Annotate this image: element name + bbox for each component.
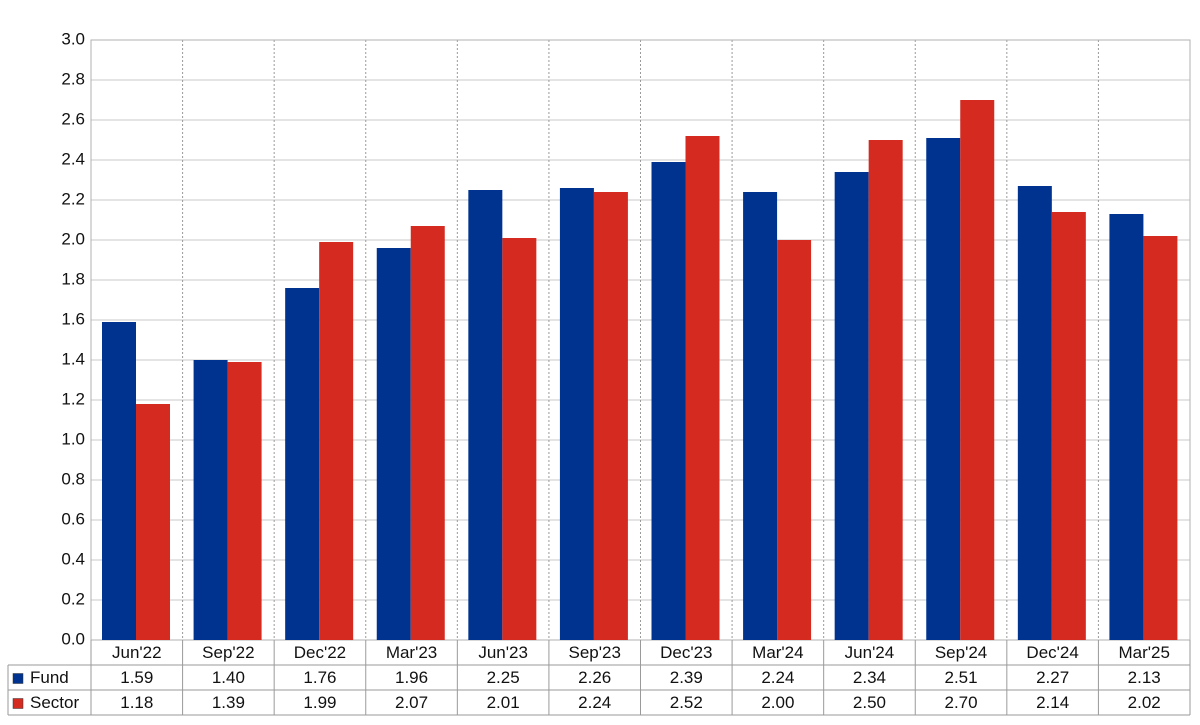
bar (502, 238, 537, 640)
table-value: 1.40 (212, 668, 245, 687)
y-tick-label: 0.0 (61, 629, 85, 648)
y-tick-label: 1.6 (61, 309, 85, 328)
bar (777, 240, 812, 640)
legend-label: Fund (30, 668, 69, 687)
bar (593, 192, 628, 640)
x-tick-label: Dec'24 (1026, 643, 1078, 662)
y-tick-label: 1.8 (61, 269, 85, 288)
bar (227, 362, 262, 640)
bar (319, 242, 354, 640)
bar (559, 188, 594, 640)
legend-swatch (12, 698, 24, 709)
bar (651, 162, 686, 640)
bar (926, 138, 961, 640)
table-value: 2.34 (853, 668, 886, 687)
bar (1017, 186, 1052, 640)
y-tick-label: 2.0 (61, 229, 85, 248)
table-value: 2.27 (1036, 668, 1069, 687)
bar (136, 404, 170, 640)
x-tick-label: Sep'23 (569, 643, 621, 662)
table-value: 1.96 (395, 668, 428, 687)
table-value: 2.07 (395, 693, 428, 712)
bar (193, 360, 228, 640)
table-value: 2.26 (578, 668, 611, 687)
bar (685, 136, 720, 640)
bar (1143, 236, 1178, 640)
table-value: 2.13 (1128, 668, 1161, 687)
table-value: 2.50 (853, 693, 886, 712)
x-tick-label: Jun'22 (112, 643, 162, 662)
y-tick-label: 0.8 (61, 469, 85, 488)
table-value: 2.00 (761, 693, 794, 712)
y-tick-label: 1.2 (61, 389, 85, 408)
bar (1109, 214, 1144, 640)
y-tick-label: 2.2 (61, 189, 85, 208)
table-value: 2.01 (487, 693, 520, 712)
x-tick-label: Mar'23 (386, 643, 437, 662)
y-tick-label: 2.6 (61, 109, 85, 128)
table-value: 1.39 (212, 693, 245, 712)
bar (960, 100, 995, 640)
y-tick-label: 0.4 (61, 549, 85, 568)
bar (410, 226, 445, 640)
table-value: 2.25 (487, 668, 520, 687)
y-tick-label: 2.8 (61, 69, 85, 88)
bar (834, 172, 869, 640)
table-value: 2.52 (670, 693, 703, 712)
x-tick-label: Dec'23 (660, 643, 712, 662)
legend-swatch (12, 673, 24, 684)
table-value: 2.51 (944, 668, 977, 687)
x-tick-label: Jun'24 (845, 643, 895, 662)
y-tick-label: 2.4 (61, 149, 85, 168)
x-tick-label: Sep'22 (202, 643, 254, 662)
bar (1051, 212, 1086, 640)
bar (102, 322, 136, 640)
bar (376, 248, 411, 640)
y-tick-label: 1.4 (61, 349, 85, 368)
bar (868, 140, 903, 640)
y-tick-label: 3.0 (61, 29, 85, 48)
legend-label: Sector (30, 693, 79, 712)
table-value: 2.70 (944, 693, 977, 712)
y-tick-label: 0.6 (61, 509, 85, 528)
table-value: 1.76 (303, 668, 336, 687)
table-value: 2.39 (670, 668, 703, 687)
table-value: 2.14 (1036, 693, 1069, 712)
bar (285, 288, 320, 640)
table-value: 2.02 (1128, 693, 1161, 712)
table-value: 1.59 (120, 668, 153, 687)
table-value: 1.18 (120, 693, 153, 712)
x-tick-label: Dec'22 (294, 643, 346, 662)
x-tick-label: Sep'24 (935, 643, 987, 662)
bar (743, 192, 778, 640)
table-value: 1.99 (303, 693, 336, 712)
x-tick-label: Jun'23 (478, 643, 528, 662)
table-value: 2.24 (578, 693, 611, 712)
x-tick-label: Mar'25 (1118, 643, 1169, 662)
bar (468, 190, 503, 640)
x-tick-label: Mar'24 (752, 643, 803, 662)
table-value: 2.24 (761, 668, 794, 687)
y-tick-label: 1.0 (61, 429, 85, 448)
y-tick-label: 0.2 (61, 589, 85, 608)
